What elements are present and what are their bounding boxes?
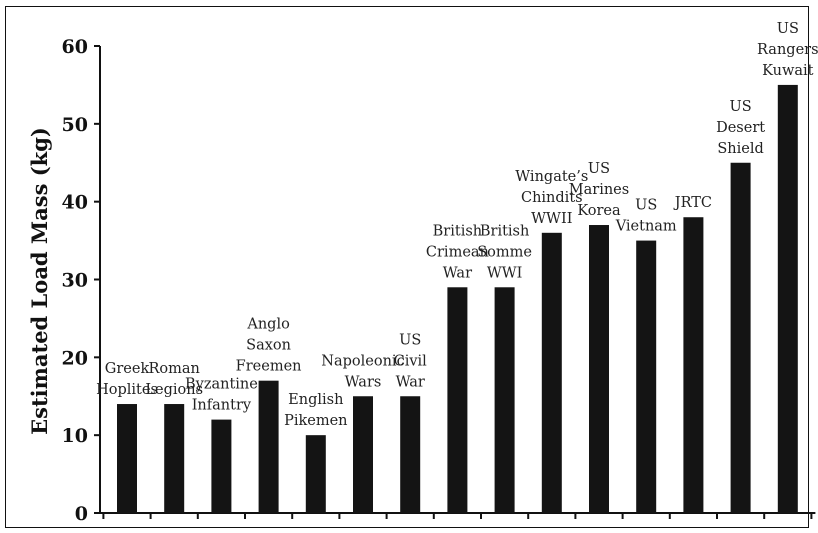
bar [683,217,704,513]
y-tick-label: 50 [62,114,88,136]
category-label-line: Pikemen [284,413,347,429]
category-label-line: US [730,99,752,115]
category-label-line: War [396,374,425,390]
bar [400,396,421,513]
category-label: US Civil War [394,332,428,390]
category-label-line: Crimean [426,244,489,260]
category-label-line: Freemen [236,359,302,375]
bar [211,419,232,513]
category-label-line: British [480,223,529,239]
y-axis-label: Estimated Load Mass (kg) [27,127,52,435]
category-label-line: Saxon [246,338,291,354]
category-label-line: Rangers [757,42,818,58]
category-label-line: US [588,161,610,177]
category-label: US Rangers Kuwait [757,21,818,79]
category-label: Roman Legions [145,361,203,398]
bar [777,84,798,514]
category-label-line: Somme [477,244,532,260]
category-label-line: Chindits [521,190,583,206]
category-label-line: Anglo [246,317,289,333]
category-label-line: Vietnam [615,219,677,235]
category-label: Napoleonic Wars [321,353,404,390]
bar [730,162,751,513]
bar [636,240,657,514]
category-label: US Desert Shield [716,99,765,157]
category-label-line: WWII [531,211,572,227]
category-label-line: Wingate’s [515,169,588,185]
y-tick-label: 60 [62,36,88,58]
category-label: Byzantine Infantry [185,377,258,414]
category-label-line: Desert [716,120,765,136]
category-label-line: US [777,21,799,37]
category-label-line: Hoplites [96,382,158,398]
category-label: US Marines Korea [569,161,629,219]
bar [258,380,279,513]
category-label-line: WWI [487,265,523,281]
y-tick-label: 40 [62,192,88,214]
category-label: British Crimean War [426,223,489,281]
bar [447,287,468,513]
category-label-line: Marines [569,182,629,198]
category-label-line: Napoleonic [321,353,404,369]
category-label-line: Civil [394,353,428,369]
category-label-line: Roman [149,361,200,377]
category-label-line: Shield [717,141,763,157]
category-label-line: Legions [145,382,203,398]
category-label-line: Byzantine [185,377,258,393]
category-label: Anglo Saxon Freemen [236,317,302,375]
bars [117,84,798,514]
y-tick-label: 0 [75,503,88,525]
bar [541,232,562,514]
y-tick-label: 20 [62,347,88,369]
category-label-line: Wars [345,374,382,390]
category-label-line: JRTC [673,195,712,211]
category-label-line: English [288,392,343,408]
category-label-line: Kuwait [762,63,814,79]
bar [305,435,326,513]
category-label-line: British [433,223,482,239]
category-label: US Vietnam [615,198,677,235]
bar [589,225,609,513]
category-label: JRTC [673,195,712,211]
category-label-line: US [635,198,657,214]
bar [164,404,185,513]
category-label-line: US [399,332,421,348]
category-label: English Pikemen [284,392,347,429]
y-tick-label: 10 [62,425,88,447]
category-label: Greek Hoplites [96,361,158,398]
bar [117,404,137,513]
category-label-line: War [443,265,472,281]
category-label-line: Korea [577,203,621,219]
bar [353,396,373,513]
category-label-line: Greek [105,361,150,377]
category-label: Wingate’s Chindits WWII [515,169,588,227]
category-label-line: Infantry [192,398,252,414]
bar [494,287,515,513]
y-tick-label: 30 [62,270,88,292]
category-label: British Somme WWI [477,223,532,281]
